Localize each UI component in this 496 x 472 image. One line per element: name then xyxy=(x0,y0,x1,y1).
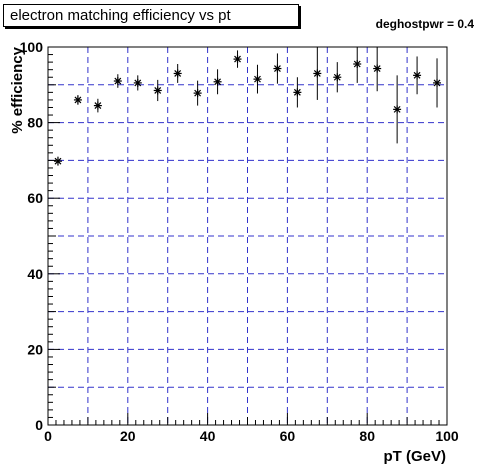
star-marker-stroke xyxy=(333,73,341,81)
x-tick-label: 80 xyxy=(359,428,375,444)
star-marker-stroke xyxy=(293,88,301,96)
y-tick-label: 40 xyxy=(27,266,43,282)
data-point xyxy=(273,53,282,84)
data-point xyxy=(313,47,322,100)
data-point xyxy=(73,95,82,105)
data-point xyxy=(193,80,202,106)
star-marker-stroke xyxy=(154,87,162,94)
data-point xyxy=(373,47,382,92)
x-tick-label: 20 xyxy=(120,428,136,444)
grid xyxy=(48,47,447,425)
chart-title: electron matching efficiency vs pt xyxy=(3,4,299,27)
star-marker-stroke xyxy=(74,96,82,104)
data-point xyxy=(293,77,302,108)
star-marker-stroke xyxy=(373,65,381,72)
chart-annotation: deghostpwr = 0.4 xyxy=(375,17,474,31)
x-axis-title: pT (GeV) xyxy=(384,448,447,465)
data-point xyxy=(133,75,142,91)
axis-ticks xyxy=(47,46,448,426)
star-marker-stroke xyxy=(114,77,122,85)
x-tick-label: 60 xyxy=(280,428,296,444)
data-points xyxy=(53,47,442,166)
y-tick-label: 60 xyxy=(27,190,43,206)
x-tick-label: 100 xyxy=(435,428,459,444)
data-point xyxy=(113,74,122,88)
star-marker-stroke xyxy=(134,79,142,87)
data-point xyxy=(53,156,62,166)
data-point xyxy=(253,64,262,94)
star-marker-stroke xyxy=(353,60,361,68)
data-point xyxy=(333,62,342,93)
tick-labels: 0 20 40 60 80 100 0 20 40 60 80 100 xyxy=(20,39,459,444)
data-point xyxy=(433,58,442,108)
star-marker-stroke xyxy=(54,157,62,165)
star-marker-stroke xyxy=(274,65,281,72)
data-point xyxy=(353,47,362,83)
star-marker-stroke xyxy=(234,55,241,63)
star-marker-stroke xyxy=(393,105,401,113)
data-point xyxy=(93,98,102,113)
star-marker-stroke xyxy=(254,75,261,83)
y-tick-label: 100 xyxy=(20,39,44,55)
star-marker-stroke xyxy=(174,70,182,77)
star-marker-stroke xyxy=(313,70,321,77)
data-point xyxy=(213,69,222,95)
data-point xyxy=(153,79,162,102)
data-point xyxy=(233,50,242,68)
star-marker-stroke xyxy=(94,102,102,110)
star-marker-stroke xyxy=(194,89,202,97)
y-axis-title: % efficiency xyxy=(9,46,26,133)
y-tick-label: 80 xyxy=(27,115,43,131)
data-point xyxy=(413,56,422,95)
star-marker-stroke xyxy=(433,79,441,87)
data-point xyxy=(173,64,182,83)
star-marker-stroke xyxy=(214,78,221,86)
y-tick-label: 20 xyxy=(27,341,43,357)
y-tick-label: 0 xyxy=(35,417,43,433)
star-marker-stroke xyxy=(413,71,421,79)
x-tick-label: 40 xyxy=(200,428,216,444)
data-point xyxy=(393,75,402,144)
x-tick-label: 0 xyxy=(44,428,52,444)
